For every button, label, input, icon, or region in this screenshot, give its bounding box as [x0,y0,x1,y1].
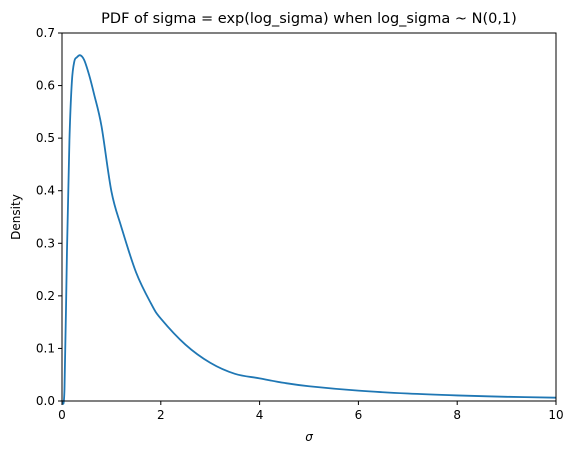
x-axis-label: σ [305,430,313,444]
y-tick-label: 0.1 [36,341,55,355]
x-tick-label: 8 [453,408,461,422]
y-tick-label: 0.6 [36,79,55,93]
y-tick-label: 0.3 [36,236,55,250]
x-tick-label: 0 [58,408,66,422]
plot-area [62,55,556,404]
x-tick-label: 6 [355,408,363,422]
chart-title: PDF of sigma = exp(log_sigma) when log_s… [101,11,517,27]
y-axis: 0.0 0.1 0.2 0.3 0.4 0.5 0.6 0.7 [36,26,62,408]
x-axis: 0 2 4 6 8 10 [58,401,563,422]
density-curve [62,55,556,404]
y-axis-label: Density [9,194,23,240]
x-tick-label: 10 [548,408,563,422]
y-tick-label: 0.4 [36,184,55,198]
y-tick-label: 0.0 [36,394,55,408]
x-tick-label: 4 [256,408,264,422]
y-tick-label: 0.7 [36,26,55,40]
x-tick-label: 2 [157,408,165,422]
y-tick-label: 0.2 [36,289,55,303]
y-tick-label: 0.5 [36,131,55,145]
plot-frame [62,33,556,401]
